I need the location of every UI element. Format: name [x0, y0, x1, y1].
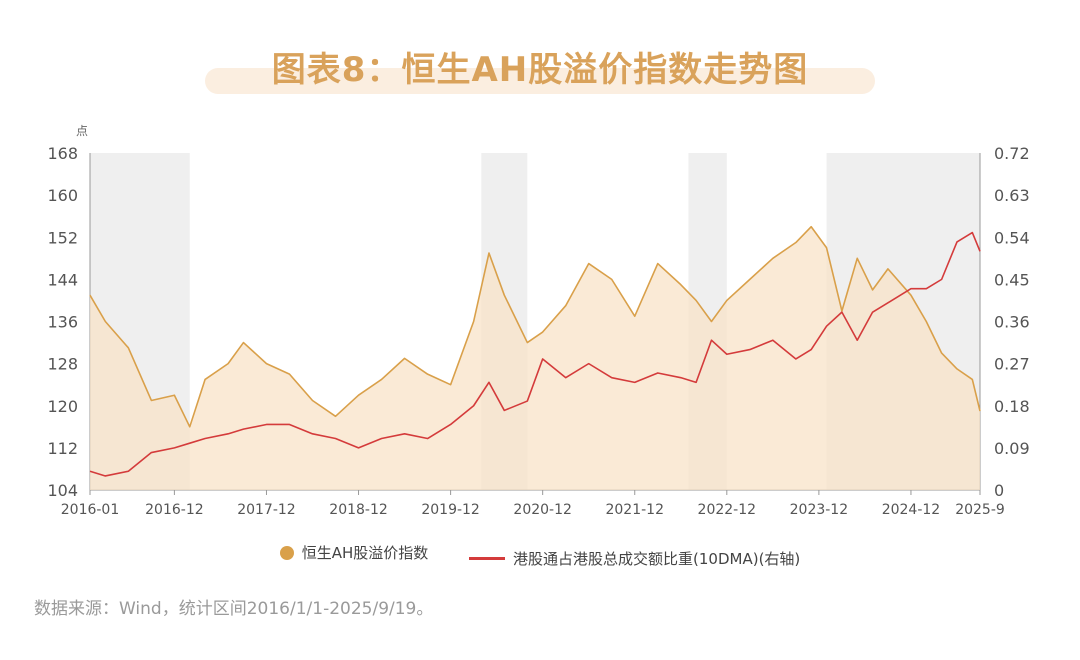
legend-label-ah: 恒生AH股溢价指数 — [301, 544, 429, 562]
left-axis-unit: 点 — [76, 124, 88, 138]
right-tick-label-5: 0.45 — [994, 270, 1030, 289]
legend: 恒生AH股溢价指数 港股通占港股总成交额比重(10DMA)(右轴) — [0, 542, 1080, 569]
x-tick-label-4: 2019-12 — [421, 502, 480, 518]
legend-item-ah: 恒生AH股溢价指数 — [279, 542, 429, 563]
left-tick-label-0: 104 — [47, 481, 78, 500]
right-tick-label-3: 0.27 — [994, 355, 1030, 374]
x-tick-label-0: 2016-01 — [61, 502, 120, 518]
southbound-ratio-line — [89, 231, 981, 477]
ah-premium-chart: 点 104 112 120 128 136 144 152 160 168 0 0.09 0.18 0.2… — [47, 124, 1030, 518]
legend-label-ratio: 港股通占港股总成交额比重(10DMA)(右轴) — [513, 549, 801, 568]
x-tick-label-3: 2018-12 — [329, 502, 388, 518]
x-tick-label-6: 2021-12 — [605, 502, 664, 518]
data-source: 数据来源：Wind，统计区间2016/1/1-2025/9/19。 — [34, 599, 434, 619]
right-tick-label-4: 0.36 — [994, 313, 1030, 332]
right-tick-label-6: 0.54 — [994, 228, 1030, 247]
legend-item-ratio: 港股通占港股总成交额比重(10DMA)(右轴) — [469, 548, 800, 569]
right-tick-label-8: 0.72 — [994, 144, 1030, 163]
x-tick-label-1: 2016-12 — [145, 502, 204, 518]
x-tick-label-5: 2020-12 — [513, 502, 572, 518]
right-tick-label-1: 0.09 — [994, 439, 1030, 458]
right-tick-label-7: 0.63 — [994, 186, 1030, 205]
left-tick-label-2: 120 — [47, 397, 78, 416]
left-tick-label-6: 152 — [47, 228, 78, 247]
left-tick-label-3: 128 — [47, 355, 78, 374]
x-tick-label-10: 2025-9 — [955, 502, 1005, 518]
title-block: 图表8：恒生AH股溢价指数走势图 — [205, 42, 875, 94]
left-tick-label-5: 144 — [47, 270, 78, 289]
right-tick-label-2: 0.18 — [994, 397, 1030, 416]
x-tick-label-9: 2024-12 — [882, 502, 941, 518]
legend-dot-icon — [279, 545, 294, 560]
x-tick-label-2: 2017-12 — [237, 502, 296, 518]
chart-title: 图表8：恒生AH股溢价指数走势图 — [271, 50, 809, 90]
x-tick-label-8: 2023-12 — [790, 502, 849, 518]
left-tick-label-1: 112 — [47, 439, 78, 458]
left-tick-label-8: 168 — [47, 144, 78, 163]
left-tick-label-7: 160 — [47, 186, 78, 205]
ah-premium-area — [90, 226, 980, 490]
right-tick-label-0: 0 — [994, 481, 1004, 500]
title-highlight — [205, 68, 875, 94]
legend-line-icon — [469, 556, 506, 560]
x-tick-label-7: 2022-12 — [698, 502, 757, 518]
ah-premium-line — [89, 225, 981, 428]
left-tick-label-4: 136 — [47, 313, 78, 332]
